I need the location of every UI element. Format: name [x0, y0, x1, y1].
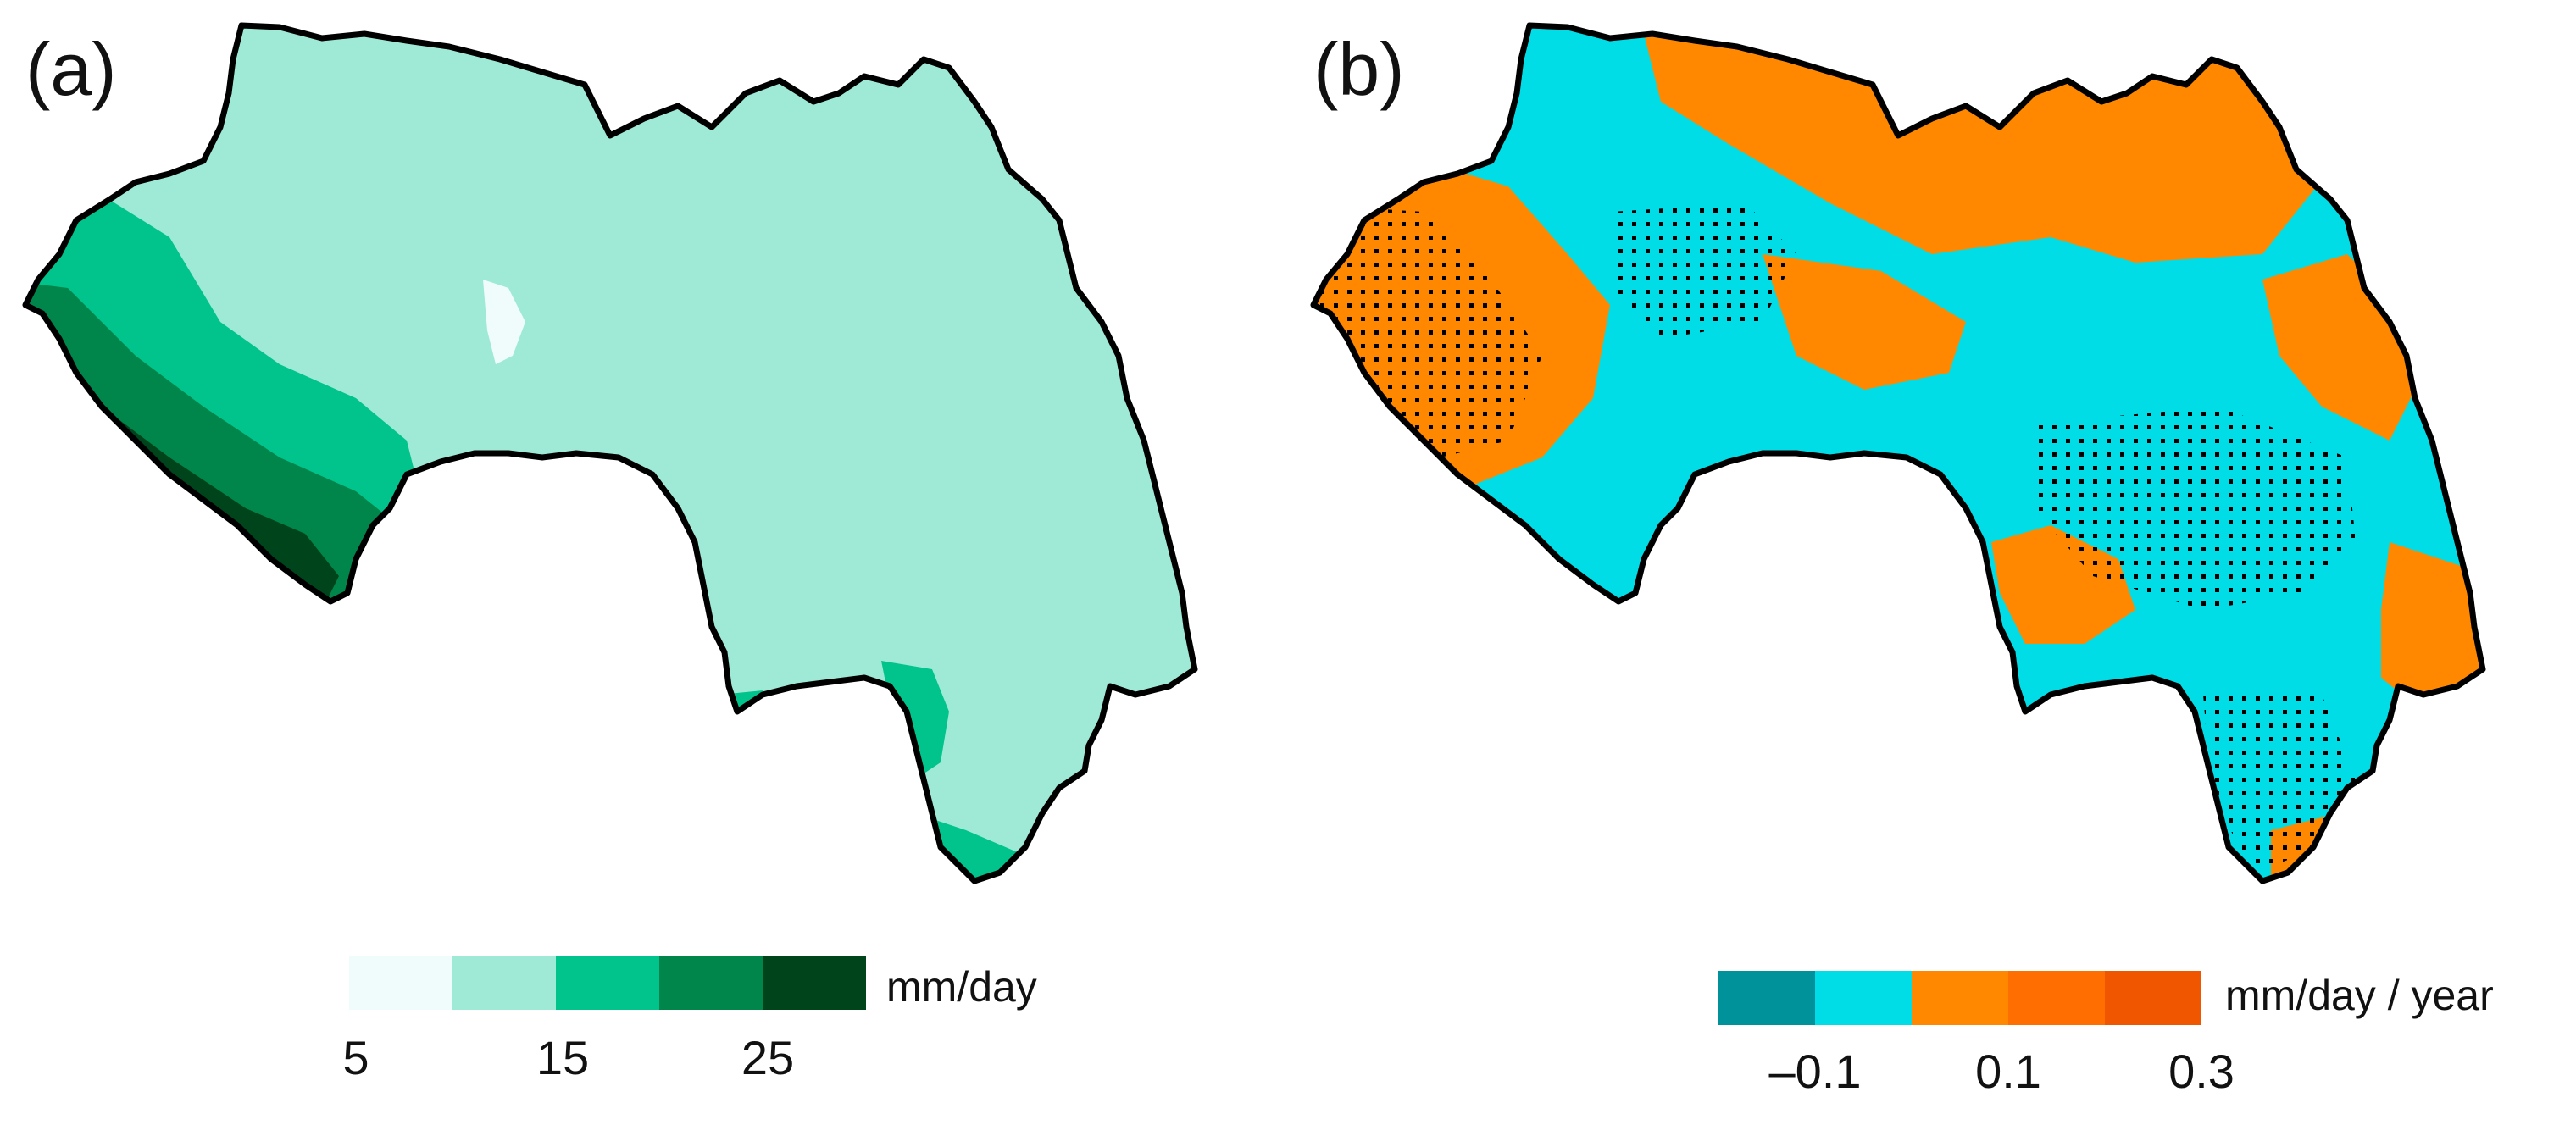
- panel-b-label: (b): [1313, 27, 1405, 111]
- colorbar-a-swatch: [659, 956, 763, 1010]
- panel-b: (b) mm/day: [1288, 0, 2576, 1125]
- colorbar-b-swatch: [2008, 971, 2105, 1025]
- panel-a: (a) mm/day 5 15 25: [0, 0, 1288, 1125]
- zone-highest: [102, 407, 339, 610]
- zone-positive-north: [1644, 34, 2330, 263]
- colorbar-b-tick: 0.1: [1975, 1045, 2041, 1098]
- colorbar-b-swatch: [1718, 971, 1815, 1025]
- colorbar-a-swatch: [349, 956, 452, 1010]
- significance-stipple-south: [2203, 695, 2356, 873]
- colorbar-a: [349, 956, 866, 1010]
- zone-south-high: [881, 661, 949, 779]
- colorbar-a-swatch: [763, 956, 866, 1010]
- significance-stipple-east: [2034, 407, 2356, 610]
- colorbar-a-swatch: [452, 956, 556, 1010]
- colorbar-b-swatch: [1912, 971, 2008, 1025]
- mean-rainfall-map: [0, 0, 1288, 1125]
- colorbar-b-unit: mm/day / year: [2225, 972, 2494, 1019]
- colorbar-a-tick: 5: [342, 1031, 369, 1084]
- rainfall-trend-map: [1288, 0, 2576, 1125]
- colorbar-a-tick: 25: [741, 1031, 795, 1084]
- colorbar-b-swatch: [1815, 971, 1912, 1025]
- zone-positive-center: [1763, 254, 1966, 390]
- colorbar-b-swatch: [2105, 971, 2201, 1025]
- colorbar-b-tick: 0.3: [2168, 1045, 2235, 1098]
- colorbar-b-tick: –0.1: [1768, 1045, 1862, 1098]
- colorbar-a-unit: mm/day: [886, 963, 1037, 1011]
- colorbar-b: [1718, 971, 2201, 1025]
- panel-a-label: (a): [25, 27, 117, 111]
- trend-zones: [1313, 34, 2483, 881]
- significance-stipple-center: [1610, 203, 1796, 339]
- colorbar-a-tick: 15: [536, 1031, 590, 1084]
- zone-positive-southeast: [2381, 542, 2483, 712]
- colorbar-a-swatch: [556, 956, 659, 1010]
- zone-dry: [483, 280, 525, 364]
